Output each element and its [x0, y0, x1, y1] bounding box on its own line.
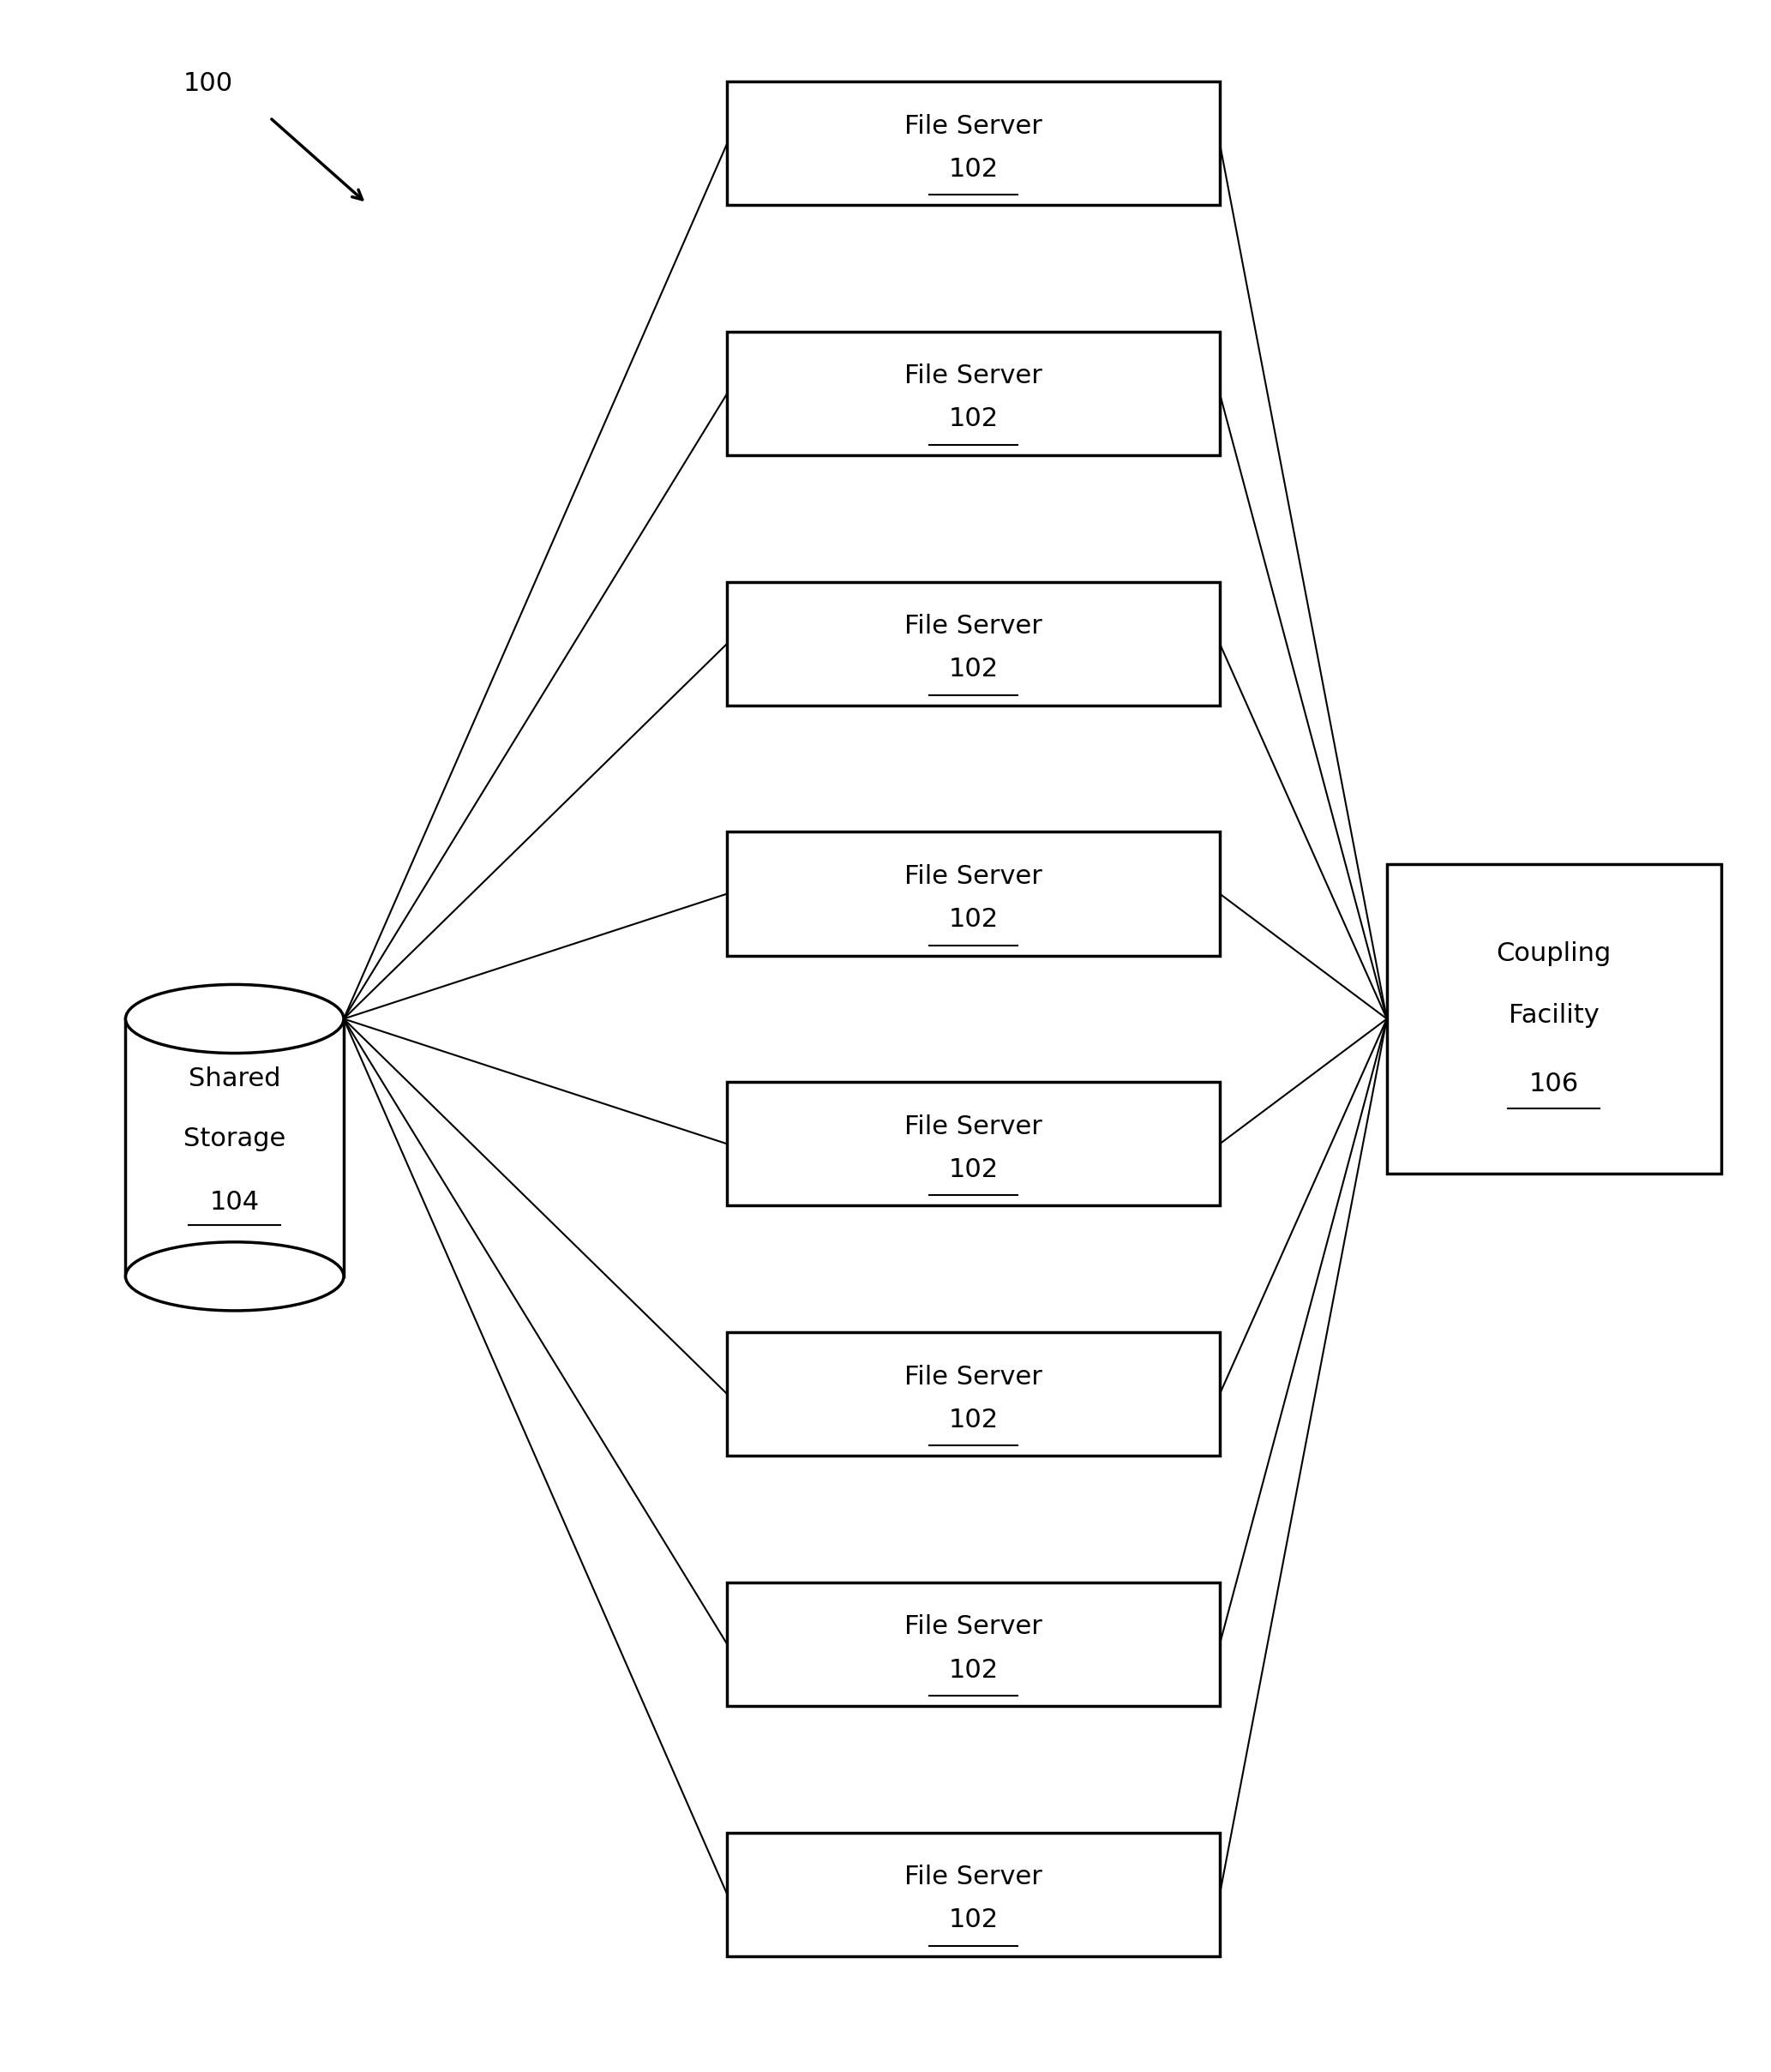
Bar — [728, 1583, 1220, 1705]
Bar — [728, 332, 1220, 456]
Bar — [728, 833, 1220, 955]
Bar — [1387, 864, 1721, 1173]
Bar — [728, 1332, 1220, 1457]
Text: Coupling: Coupling — [1496, 941, 1612, 966]
Text: 102: 102 — [949, 1908, 999, 1933]
Text: 104: 104 — [209, 1189, 260, 1214]
Text: 102: 102 — [949, 157, 999, 182]
Text: 102: 102 — [949, 908, 999, 932]
Text: File Server: File Server — [905, 613, 1043, 638]
Text: Storage: Storage — [184, 1127, 285, 1152]
Text: 106: 106 — [1528, 1071, 1580, 1096]
Text: File Server: File Server — [905, 1614, 1043, 1639]
Text: 102: 102 — [949, 1407, 999, 1432]
Text: Shared: Shared — [188, 1067, 282, 1092]
Text: 102: 102 — [949, 1158, 999, 1183]
Text: 100: 100 — [184, 70, 234, 95]
Ellipse shape — [126, 1241, 344, 1312]
Text: 102: 102 — [949, 406, 999, 431]
Bar — [728, 81, 1220, 205]
Text: File Server: File Server — [905, 365, 1043, 390]
Text: File Server: File Server — [905, 864, 1043, 889]
Text: File Server: File Server — [905, 114, 1043, 139]
Bar — [728, 582, 1220, 704]
Bar — [728, 1082, 1220, 1206]
Bar — [728, 1832, 1220, 1956]
Text: File Server: File Server — [905, 1115, 1043, 1140]
Text: 102: 102 — [949, 1658, 999, 1682]
Ellipse shape — [126, 984, 344, 1053]
Text: 102: 102 — [949, 657, 999, 682]
Text: Facility: Facility — [1509, 1003, 1599, 1028]
Text: File Server: File Server — [905, 1365, 1043, 1390]
Text: File Server: File Server — [905, 1865, 1043, 1890]
Bar — [126, 1019, 344, 1276]
